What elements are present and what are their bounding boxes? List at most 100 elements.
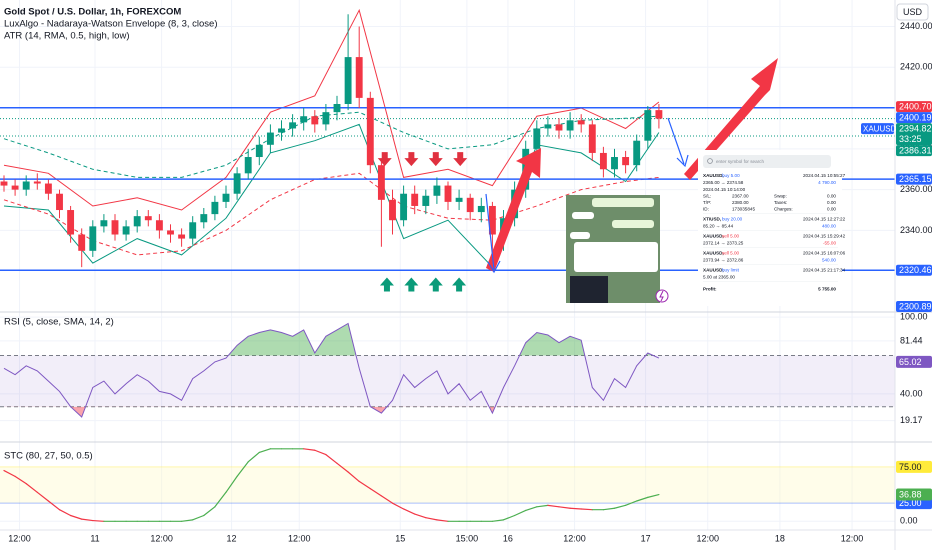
buy-signal <box>428 277 443 292</box>
profit-total: 5 755.00 <box>818 287 836 292</box>
rsi-band <box>0 355 895 407</box>
search-box[interactable] <box>703 155 831 168</box>
stc-line <box>547 504 560 508</box>
price-label: 2400.19 <box>899 113 932 123</box>
symbol-tag <box>861 123 894 135</box>
x-tick-label: 15 <box>395 533 405 543</box>
stc-line <box>347 471 360 483</box>
candle-body <box>588 124 596 153</box>
price-label: 2386.31 <box>899 146 932 156</box>
currency-button[interactable] <box>896 3 929 21</box>
stc-line <box>602 507 616 511</box>
candle-body <box>599 152 607 170</box>
trade-time: 2024.04.15 21:17:34 <box>803 268 846 273</box>
sell-signal <box>428 152 443 167</box>
trade-detail: 2380.00 <box>732 200 749 205</box>
stc-line <box>380 495 394 504</box>
price-label: 2365.15 <box>899 174 932 184</box>
stc-line <box>192 514 205 521</box>
trade-time: 2024.04.15 12:27:22 <box>803 217 846 222</box>
stc-line <box>391 502 405 510</box>
x-tick-label: 12:00 <box>288 533 311 543</box>
candle-body <box>278 128 285 133</box>
profit-label: Profit: <box>703 287 717 292</box>
candle-body <box>655 110 663 119</box>
price-label-box <box>896 460 932 473</box>
trade-detail: 0.00 <box>827 207 836 212</box>
y-tick-label: 19.17 <box>900 415 923 425</box>
stc-line <box>402 508 416 515</box>
pane-title: STC (80, 27, 50, 0.5) <box>4 451 93 462</box>
trade-profit: 480.00 <box>822 224 836 229</box>
stc-line <box>325 454 338 464</box>
candle-body <box>144 216 152 221</box>
trade-symbol: XAUUSD, <box>703 268 724 273</box>
chart-title: Gold Spot / U.S. Dollar, 1h, FOREXCOM <box>4 7 181 18</box>
drawn-arrow <box>684 58 778 180</box>
stc-line <box>580 508 593 511</box>
trade-time: 2024.04.15 16:07:06 <box>803 251 846 256</box>
stc-line <box>69 514 83 520</box>
stc-line <box>336 462 349 473</box>
sell-signal <box>453 152 468 167</box>
stc-line <box>14 475 27 485</box>
candle-body <box>411 193 419 206</box>
buy-signal <box>404 277 419 292</box>
envelope-line <box>3 172 659 256</box>
y-tick-label: 81.44 <box>900 335 923 345</box>
x-tick-label: 12:00 <box>150 533 173 543</box>
x-tick-label: 15:00 <box>456 533 479 543</box>
stc-line <box>502 514 516 521</box>
price-label-box <box>896 101 932 113</box>
candle-body <box>455 197 463 202</box>
stc-line <box>647 493 660 498</box>
drawn-arrow <box>485 193 501 274</box>
y-tick-label: 2340.00 <box>900 225 932 235</box>
price-label: 2394.82 <box>899 124 932 134</box>
label-layer: 12:00 11 12:00 12 12:00 15 15:00 16 12:00 17 12:00… <box>8 21 932 543</box>
stc-line <box>258 448 271 454</box>
candle-body <box>422 195 430 206</box>
trade-symbol: XAUUSD, <box>703 251 724 256</box>
y-tick-label: 40.00 <box>900 388 923 398</box>
trade-panel: enter symbol for search XAUUSD, buy 5.00 2… <box>698 150 846 306</box>
search-placeholder: enter symbol for search <box>716 159 764 164</box>
candle-body <box>488 205 496 235</box>
y-tick-label: 2440.00 <box>900 21 932 31</box>
trade-side: buy 5.00 <box>722 173 740 178</box>
price-label: 2300.89 <box>899 301 932 311</box>
stc-line <box>636 496 649 502</box>
candle-body <box>377 165 385 200</box>
stc-band <box>0 466 895 504</box>
stc-line <box>36 491 49 502</box>
buy-signal <box>452 277 467 292</box>
candle-body <box>466 197 474 213</box>
stc-line <box>203 506 216 517</box>
currency-label: USD <box>903 7 923 17</box>
x-tick-label: 12:00 <box>841 533 864 543</box>
trade-detail: ID: <box>703 207 709 212</box>
price-label-box <box>896 123 932 146</box>
candle-body <box>444 185 452 202</box>
price-label-box <box>896 488 932 501</box>
candle-body <box>433 185 441 196</box>
candle-body <box>67 210 75 235</box>
trade-profit: -55.00 <box>823 241 836 246</box>
trade-side: sell 5.00 <box>722 234 740 239</box>
trade-prices: 5.00 at 2365.00 <box>703 275 735 280</box>
indicator-label: LuxAlgo - Nadaraya-Watson Envelope (8, 3… <box>4 19 218 30</box>
stc-line <box>436 519 449 522</box>
stc-line <box>558 506 571 509</box>
candle-body <box>577 120 585 125</box>
stc-line <box>92 519 105 522</box>
price-label: 75.00 <box>899 462 922 472</box>
candle-body <box>11 185 19 190</box>
indicator-label: ATR (14, RMA, 0.5, high, low) <box>4 31 129 42</box>
candle-body <box>555 124 563 131</box>
sell-signal <box>404 152 419 167</box>
price-label-box <box>896 145 932 157</box>
candle-body <box>611 157 618 170</box>
candle-body <box>200 214 208 223</box>
